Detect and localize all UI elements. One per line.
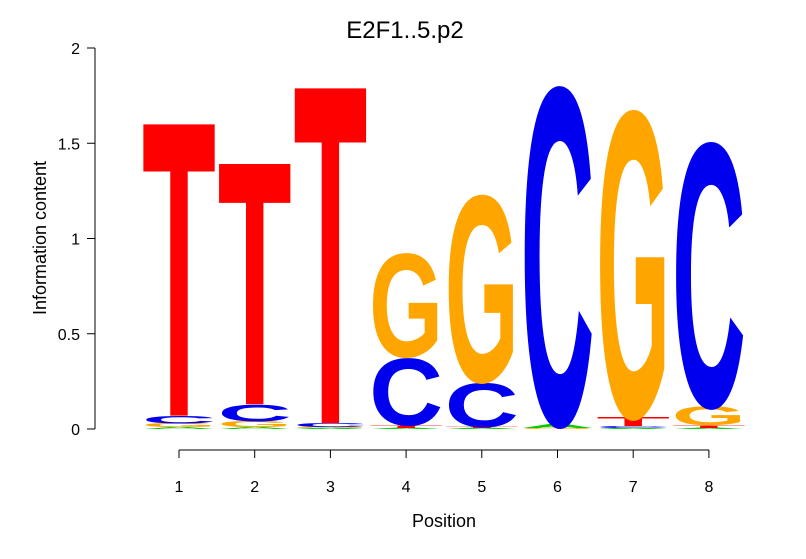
logo-letter-G: G (293, 427, 367, 428)
logo-letter-A: A (596, 428, 670, 429)
x-tick-label: 7 (629, 479, 638, 496)
logo-letter-T: T (445, 427, 519, 428)
x-axis: 1 2 3 4 5 6 7 8 (175, 449, 713, 496)
logo-letter-A: A (521, 423, 595, 429)
y-tick-label: 1.5 (58, 136, 80, 153)
x-tick-label: 5 (477, 479, 486, 496)
x-tick-label: 4 (402, 479, 411, 496)
logo-letter-G: G (218, 420, 292, 429)
logo-letter-G: G (369, 223, 443, 388)
logo-letter-G: G (142, 422, 216, 428)
position-stack: GAC (521, 0, 595, 528)
logo-letter-G: G (596, 20, 670, 511)
y-tick-label: 1 (71, 232, 80, 249)
logo-letter-A: A (369, 428, 443, 429)
x-axis-label: Position (412, 511, 476, 531)
logo-letter-C: C (521, 0, 595, 528)
logo-letter-T: T (672, 424, 746, 428)
logo-letter-C: C (596, 426, 670, 429)
logo-letter-A: A (218, 427, 292, 430)
logo-letter-G: G (445, 139, 519, 439)
logo-letter-T: T (369, 424, 443, 428)
x-tick-label: 6 (553, 479, 562, 496)
x-tick-label: 3 (326, 479, 335, 496)
x-tick-label: 8 (704, 479, 713, 496)
logo-letter-C: C (293, 422, 367, 428)
chart-title: E2F1..5.p2 (346, 17, 463, 44)
y-tick-label: 0.5 (58, 327, 80, 344)
logo-letter-C: C (445, 370, 519, 441)
y-axis-label: Information content (30, 161, 50, 315)
y-tick-label: 2 (71, 41, 80, 58)
logo-letter-A: A (445, 428, 519, 429)
logo-letter-T: T (293, 0, 367, 528)
logo-letter-G: G (521, 428, 595, 429)
logo-letter-A: A (672, 428, 746, 429)
logo-letter-T: T (142, 32, 216, 505)
x-tick-label: 2 (250, 479, 259, 496)
logo-letter-C: C (369, 339, 443, 446)
y-axis: 0 0.5 1 1.5 2 (58, 41, 96, 439)
y-tick-label: 0 (71, 422, 80, 439)
logo-letter-G: G (672, 401, 746, 431)
logo-letter-C: C (672, 64, 746, 487)
logo-letter-C: C (142, 414, 216, 426)
logo-letter-A: A (142, 427, 216, 430)
x-tick-label: 1 (175, 479, 184, 496)
logo-letter-T: T (218, 89, 292, 479)
logo-letter-C: C (218, 400, 292, 427)
logo-letter-A: A (293, 428, 367, 429)
logo-letter-T: T (596, 414, 670, 429)
